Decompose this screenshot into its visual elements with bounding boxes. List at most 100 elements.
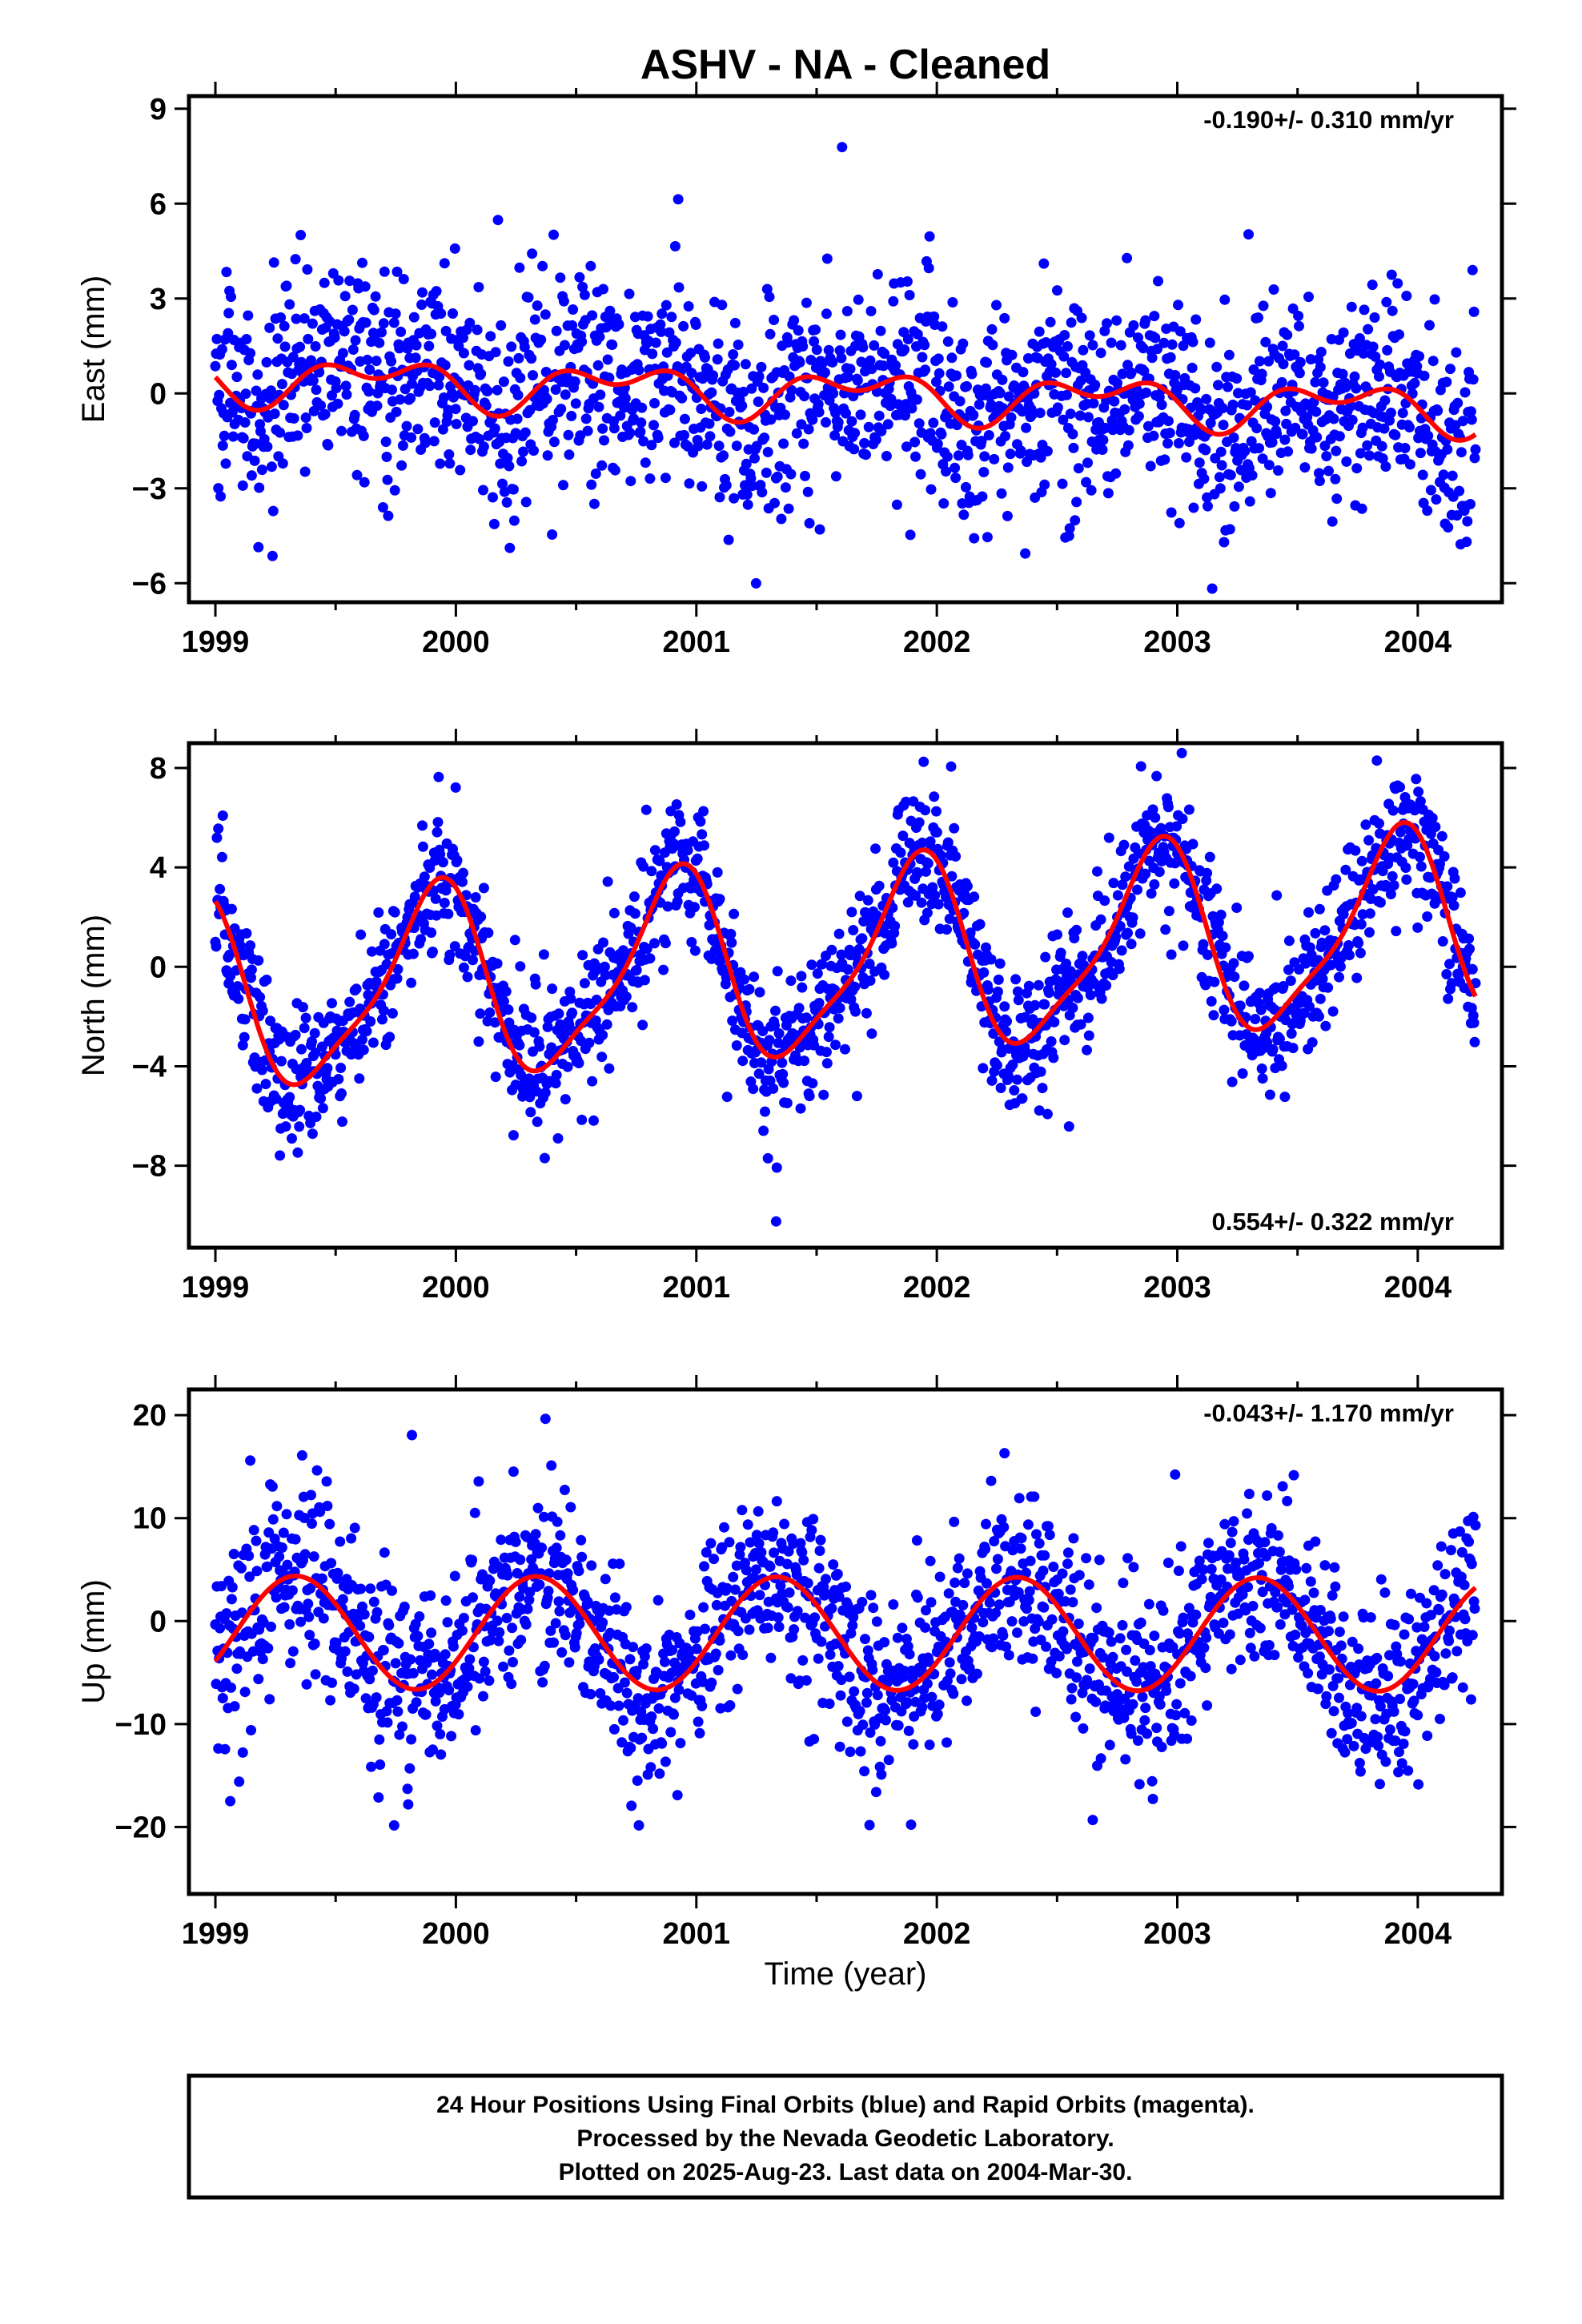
data-point (1243, 1489, 1255, 1499)
data-point (996, 488, 1007, 499)
data-point (865, 1727, 876, 1738)
data-point (753, 1506, 764, 1517)
data-point (785, 1673, 797, 1684)
data-point (1027, 1653, 1038, 1664)
data-point (1413, 786, 1424, 798)
data-point (913, 817, 925, 828)
data-point (449, 941, 460, 952)
data-point (246, 964, 257, 975)
data-point (865, 975, 876, 986)
data-point (954, 396, 966, 407)
data-point (937, 321, 948, 332)
data-point (928, 417, 939, 428)
data-point (238, 432, 249, 444)
data-point (532, 1502, 544, 1514)
data-point (860, 1634, 870, 1645)
data-point (974, 399, 985, 410)
data-point (394, 343, 405, 354)
data-point (294, 1121, 305, 1132)
data-point (508, 484, 519, 495)
data-point (1364, 908, 1375, 919)
data-point (227, 431, 239, 442)
data-point (701, 1547, 712, 1558)
data-point (708, 370, 719, 381)
data-point (254, 482, 265, 493)
data-point (379, 939, 390, 950)
data-point (861, 1687, 873, 1699)
data-point (756, 1057, 767, 1068)
data-point (1422, 911, 1433, 922)
data-point (925, 1555, 936, 1566)
data-point (904, 290, 915, 300)
data-point (257, 1654, 268, 1665)
data-point (642, 311, 653, 322)
data-point (947, 297, 958, 308)
data-point (266, 461, 277, 472)
data-point (1046, 1614, 1058, 1625)
data-point (227, 407, 238, 418)
data-point (934, 1699, 945, 1711)
data-point (287, 1646, 299, 1657)
data-point (1250, 1014, 1261, 1024)
y-tick-label: 0 (150, 377, 167, 411)
data-point (1082, 1012, 1094, 1023)
data-point (750, 1564, 761, 1575)
data-point (1121, 1644, 1132, 1655)
data-point (1030, 1707, 1042, 1717)
data-point (830, 471, 841, 482)
data-point (1058, 414, 1069, 425)
data-point (458, 1612, 469, 1623)
data-point (911, 394, 922, 405)
data-point (215, 883, 226, 895)
data-point (733, 1626, 744, 1637)
data-point (596, 460, 608, 471)
data-point (516, 456, 528, 467)
data-point (969, 891, 980, 903)
data-point (1156, 1742, 1167, 1752)
data-point (646, 440, 657, 451)
data-point (803, 424, 814, 435)
data-point (638, 1659, 649, 1670)
data-point (770, 1216, 781, 1227)
data-point (1042, 445, 1053, 456)
data-point (1279, 1092, 1291, 1103)
data-point (440, 1649, 451, 1660)
data-point (798, 438, 809, 449)
data-point (1213, 380, 1223, 391)
data-point (1277, 340, 1288, 352)
data-point (874, 1761, 885, 1772)
data-point (1018, 1616, 1030, 1627)
data-point (350, 335, 361, 346)
data-point (799, 1055, 810, 1067)
data-point (729, 360, 740, 371)
data-point (569, 376, 580, 387)
x-tick-label: 2003 (1143, 625, 1211, 659)
x-tick-label: 2002 (903, 625, 971, 659)
data-point (257, 1005, 268, 1016)
data-point (287, 1133, 297, 1144)
data-point (318, 1613, 329, 1624)
data-point (1013, 995, 1024, 1006)
data-point (615, 410, 626, 421)
data-point (1145, 460, 1156, 472)
data-point (251, 1535, 262, 1546)
data-point (387, 1585, 397, 1596)
data-point (366, 1761, 377, 1772)
data-point (516, 1634, 527, 1646)
data-point (1294, 368, 1305, 379)
data-point (1327, 1006, 1339, 1017)
data-point (1174, 1628, 1185, 1639)
data-point (315, 1093, 327, 1104)
data-point (859, 437, 870, 448)
data-point (437, 857, 448, 868)
data-point (267, 1481, 278, 1492)
data-point (958, 1599, 969, 1610)
data-point (392, 1706, 404, 1717)
data-point (234, 1776, 245, 1787)
data-point (652, 432, 664, 444)
data-point (340, 380, 351, 392)
data-point (424, 340, 435, 352)
data-point (478, 883, 489, 894)
data-point (467, 1554, 478, 1566)
data-point (821, 416, 831, 428)
